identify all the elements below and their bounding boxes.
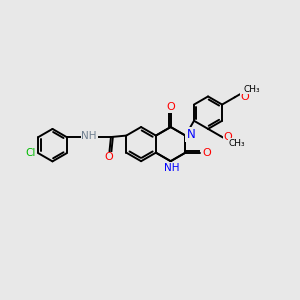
Text: NH: NH — [164, 163, 180, 173]
Text: Cl: Cl — [25, 148, 35, 158]
Text: CH₃: CH₃ — [229, 139, 245, 148]
Text: O: O — [104, 152, 113, 162]
Text: N: N — [186, 128, 195, 141]
Text: CH₃: CH₃ — [243, 85, 260, 94]
Text: O: O — [202, 148, 211, 158]
Text: O: O — [241, 92, 249, 102]
Text: O: O — [166, 102, 175, 112]
Text: NH: NH — [81, 130, 97, 141]
Text: O: O — [224, 132, 232, 142]
